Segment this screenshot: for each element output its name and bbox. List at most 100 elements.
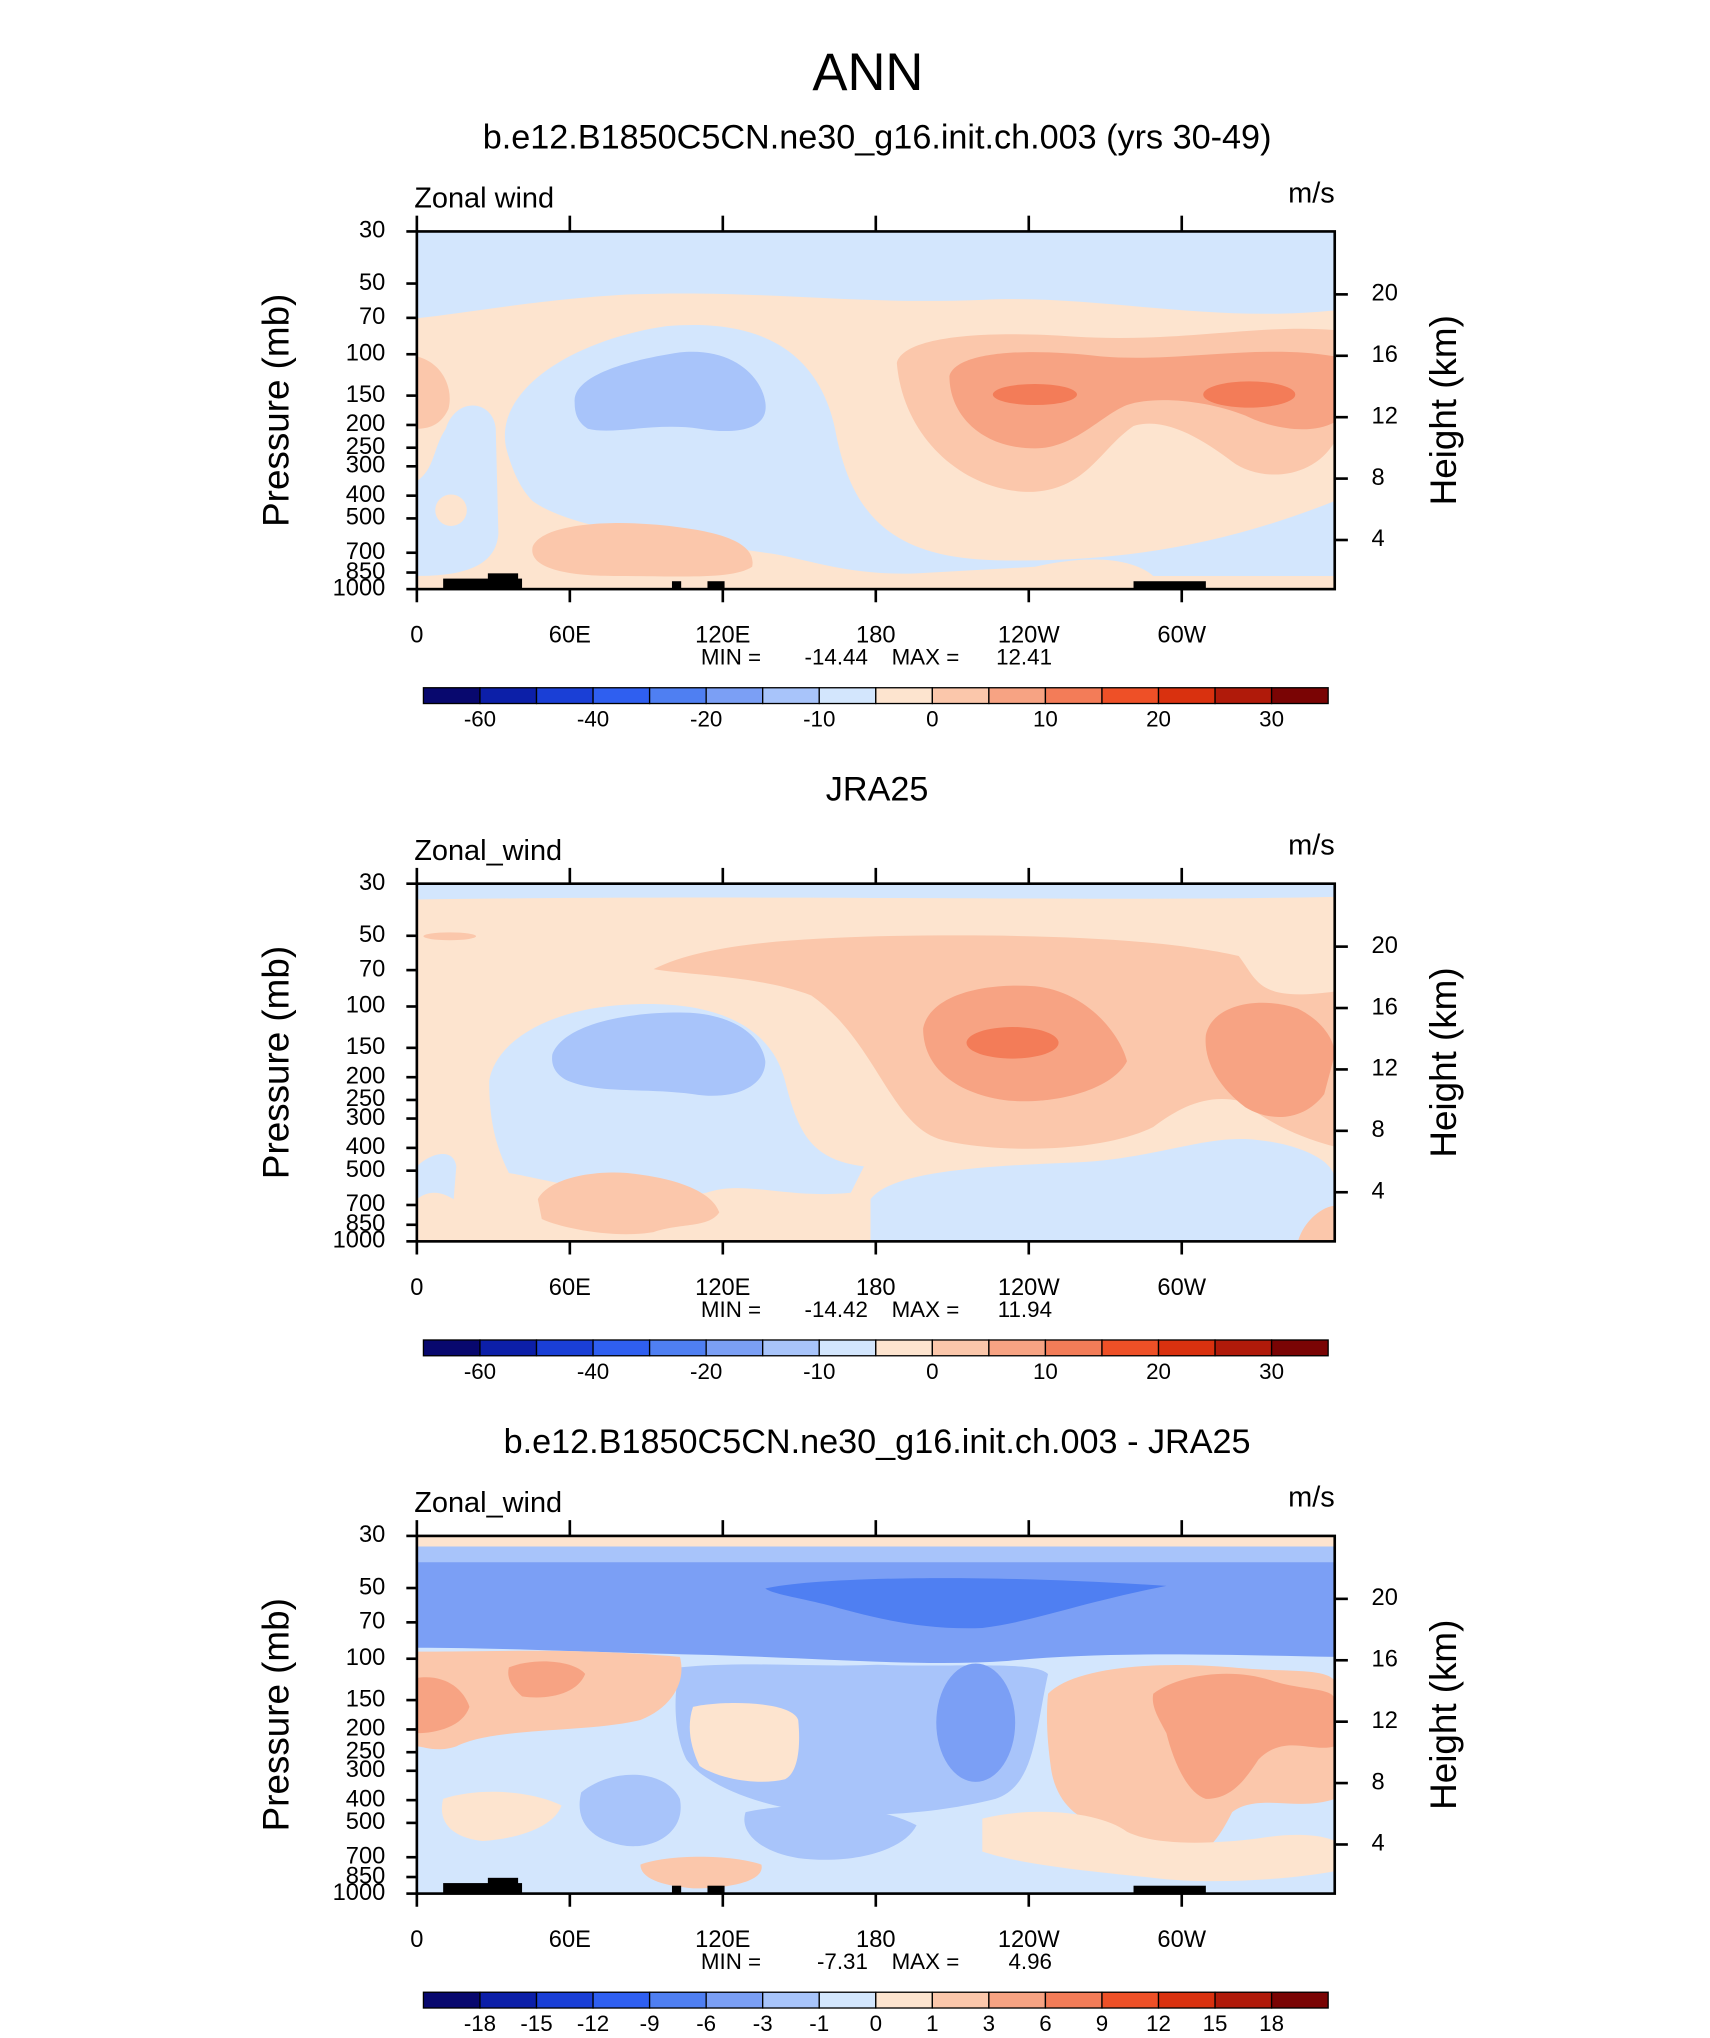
y-tick-label: 1000	[333, 1880, 386, 1906]
y-axis-label: Pressure (mb)	[255, 1598, 296, 1831]
max-label: MAX =	[892, 1949, 960, 1974]
y-tick-label: 100	[346, 1645, 385, 1671]
y-tick-label: 850	[346, 1863, 385, 1889]
variable-label: Zonal_wind	[414, 1487, 562, 1519]
contour-region	[1152, 1673, 1335, 1799]
colorbar-box	[648, 1339, 707, 1357]
contour-region	[416, 883, 1335, 900]
colorbar-label: 18	[1259, 2011, 1284, 2036]
colorbar-label: -12	[577, 2011, 609, 2036]
contour-region	[992, 383, 1077, 406]
colorbar-label: -40	[577, 1359, 609, 1384]
y-tick-label: 200	[346, 411, 385, 437]
contour-region	[435, 494, 467, 526]
y2-tick-label: 12	[1372, 1056, 1398, 1082]
x-tick-label: 120E	[695, 1275, 750, 1301]
colorbar-box	[1101, 1339, 1160, 1357]
colorbar-box	[988, 687, 1047, 705]
land	[487, 573, 519, 590]
colorbar-label: 0	[926, 1359, 938, 1384]
contour-region	[949, 351, 1335, 449]
contour-region	[537, 1172, 720, 1235]
colorbar-box	[762, 1991, 820, 2009]
min-value: -14.44	[805, 645, 868, 670]
colorbar-label: 3	[983, 2011, 995, 2036]
land	[1133, 1885, 1206, 1894]
y-tick-label: 70	[359, 304, 385, 330]
min-value: -14.42	[805, 1297, 868, 1322]
colorbar-box	[931, 687, 990, 705]
colorbar-box	[592, 1339, 651, 1357]
colorbar-label: 9	[1096, 2011, 1108, 2036]
colorbar-box	[479, 687, 538, 705]
colorbar-label: 1	[926, 2011, 938, 2036]
x-tick-label: 60E	[549, 623, 591, 649]
colorbar-box	[1101, 1991, 1160, 2009]
colorbar-box	[1044, 1991, 1103, 2009]
colorbar-box	[535, 1339, 594, 1357]
colorbar-box	[1044, 687, 1103, 705]
x-tick-label: 180	[856, 1275, 895, 1301]
contour-region	[416, 1546, 1335, 1565]
colorbar-box	[479, 1339, 538, 1357]
contour-region	[416, 231, 1335, 319]
variable-label: Zonal wind	[414, 183, 554, 215]
y-tick-label: 250	[346, 1086, 385, 1112]
contour-region	[744, 1805, 917, 1860]
max-label: MAX =	[892, 645, 960, 670]
figure-title: ANN	[812, 43, 923, 102]
y-tick-label: 200	[346, 1716, 385, 1742]
y-tick-label: 250	[346, 1738, 385, 1764]
contour-region	[870, 1139, 1335, 1242]
land	[487, 1877, 519, 1894]
colorbar-label: -9	[640, 2011, 660, 2036]
colorbar-label: -10	[803, 707, 835, 732]
colorbar-box	[648, 687, 707, 705]
x-tick-label: 0	[410, 1275, 423, 1301]
colorbar-box	[1214, 1339, 1273, 1357]
y-tick-label: 30	[359, 870, 385, 896]
colorbar-box	[422, 1991, 481, 2009]
colorbar-box	[1157, 1991, 1216, 2009]
colorbar-box	[705, 687, 764, 705]
x-tick-label: 60E	[549, 1927, 591, 1953]
colorbar-label: 12	[1146, 2011, 1171, 2036]
y-tick-label: 400	[346, 1786, 385, 1812]
units-label: m/s	[1288, 177, 1335, 209]
y-tick-label: 700	[346, 1191, 385, 1217]
max-value: 4.96	[1009, 1949, 1052, 1974]
contour-region	[423, 932, 477, 941]
land	[707, 581, 725, 590]
y-tick-label: 150	[346, 1686, 385, 1712]
y-tick-label: 300	[346, 1757, 385, 1783]
contour-region	[416, 356, 450, 429]
y-tick-label: 500	[346, 505, 385, 531]
y2-tick-label: 20	[1372, 1585, 1398, 1611]
contour-region	[640, 1856, 762, 1889]
y-tick-label: 150	[346, 1034, 385, 1060]
contour-region	[416, 1677, 470, 1734]
contour-region	[441, 1791, 562, 1842]
contour-region	[1203, 381, 1296, 408]
contour-region	[982, 1811, 1335, 1882]
colorbar-box	[818, 687, 877, 705]
y-tick-label: 150	[346, 382, 385, 408]
y-tick-label: 500	[346, 1157, 385, 1183]
y-tick-label: 250	[346, 434, 385, 460]
y-tick-label: 1000	[333, 575, 386, 601]
y2-tick-label: 4	[1372, 1831, 1385, 1857]
land-mask	[443, 1877, 1206, 1894]
colorbar-label: 6	[1039, 2011, 1051, 2036]
y2-tick-label: 4	[1372, 526, 1385, 552]
figure-body: ANN	[255, 43, 1464, 2036]
colorbar-label: 30	[1259, 707, 1284, 732]
y-tick-label: 30	[359, 1522, 385, 1548]
colorbar-label: 0	[926, 707, 938, 732]
colorbar-box	[479, 1991, 538, 2009]
colorbar-label: -20	[690, 707, 722, 732]
contour-region	[532, 523, 753, 577]
colorbar-box	[988, 1339, 1047, 1357]
y-axis-label: Pressure (mb)	[255, 294, 296, 527]
colorbar-box	[762, 687, 820, 705]
